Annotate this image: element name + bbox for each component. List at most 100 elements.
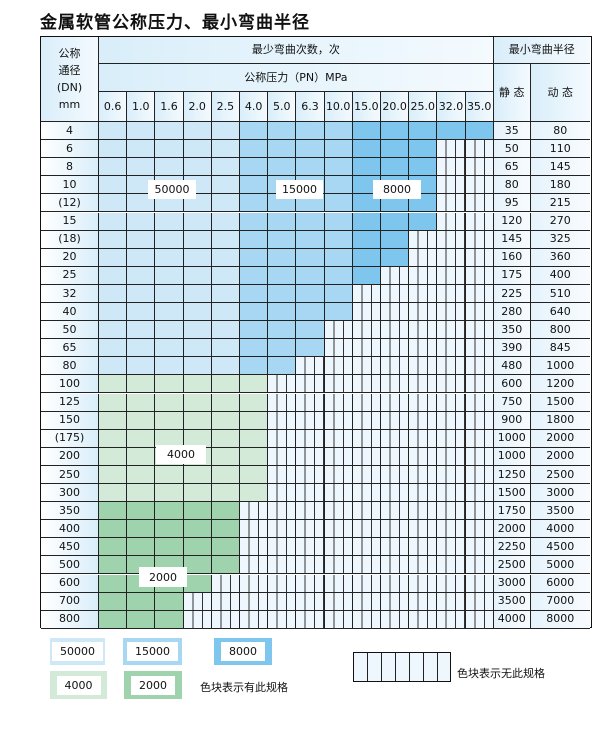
dn-cell: 40 — [41, 303, 99, 322]
unavailable-cell — [437, 411, 466, 430]
available-cell — [183, 502, 212, 521]
available-cell — [240, 194, 269, 213]
available-cell — [127, 122, 156, 141]
unavailable-cell — [437, 484, 466, 503]
unavailable-cell — [409, 339, 438, 358]
unavailable-cell — [409, 520, 438, 539]
unavailable-cell — [437, 393, 466, 412]
dynamic-radius-cell: 845 — [530, 339, 590, 358]
unavailable-cell — [437, 447, 466, 466]
available-cell — [211, 484, 240, 503]
dynamic-radius-cell: 80 — [530, 122, 590, 141]
unavailable-cell — [324, 592, 353, 611]
unavailable-cell — [465, 465, 494, 484]
available-cell — [183, 538, 212, 557]
pressure-col-header: 4.0 — [240, 92, 269, 122]
pressure-col-header: 5.0 — [268, 92, 297, 122]
dn-cell: 200 — [41, 447, 99, 466]
available-cell — [268, 230, 297, 249]
pressure-col-header: 6.3 — [296, 92, 325, 122]
static-radius-cell: 50 — [493, 140, 531, 159]
available-cell — [183, 230, 212, 249]
dn-cell: 250 — [41, 465, 99, 484]
unavailable-cell — [381, 339, 410, 358]
dynamic-radius-cell: 1200 — [530, 375, 590, 394]
available-cell — [296, 321, 325, 340]
unavailable-cell — [465, 393, 494, 412]
available-cell — [127, 393, 156, 412]
static-radius-cell: 390 — [493, 339, 531, 358]
available-cell — [409, 212, 438, 231]
legend-4000: 4000 — [50, 671, 107, 699]
available-cell — [155, 284, 184, 303]
available-cell — [99, 465, 128, 484]
unavailable-cell — [296, 484, 325, 503]
dn-cell: (12) — [41, 194, 99, 213]
unavailable-cell — [437, 339, 466, 358]
dn-cell: 100 — [41, 375, 99, 394]
available-cell — [381, 212, 410, 231]
unavailable-cell — [381, 520, 410, 539]
unavailable-cell — [465, 303, 494, 322]
unavailable-cell — [465, 520, 494, 539]
dynamic-radius-cell: 270 — [530, 212, 590, 231]
unavailable-cell — [324, 393, 353, 412]
pressure-col-header: 2.5 — [211, 92, 240, 122]
unavailable-cell — [381, 556, 410, 575]
available-cell — [211, 502, 240, 521]
available-cell — [155, 321, 184, 340]
available-cell — [352, 140, 381, 159]
available-cell — [99, 230, 128, 249]
unavailable-cell — [240, 520, 269, 539]
unavailable-cell — [437, 158, 466, 177]
available-cell — [296, 140, 325, 159]
available-cell — [268, 284, 297, 303]
available-cell — [268, 122, 297, 141]
unavailable-cell — [296, 538, 325, 557]
dynamic-radius-cell: 6000 — [530, 574, 590, 593]
unavailable-cell — [296, 375, 325, 394]
legend-label: 15000 — [127, 642, 178, 661]
unavailable-cell — [465, 339, 494, 358]
dn-cell: 400 — [41, 520, 99, 539]
unavailable-cell — [352, 303, 381, 322]
unavailable-cell — [409, 411, 438, 430]
unavailable-cell — [465, 592, 494, 611]
static-radius-cell: 2000 — [493, 520, 531, 539]
available-cell — [352, 122, 381, 141]
unavailable-cell — [268, 375, 297, 394]
available-cell — [183, 212, 212, 231]
pressure-col-header: 1.6 — [155, 92, 184, 122]
available-cell — [99, 357, 128, 376]
static-radius-cell: 750 — [493, 393, 531, 412]
unavailable-cell — [409, 230, 438, 249]
unavailable-cell — [409, 574, 438, 593]
dynamic-radius-cell: 2500 — [530, 465, 590, 484]
unavailable-cell — [465, 212, 494, 231]
static-radius-cell: 1000 — [493, 429, 531, 448]
available-cell — [99, 574, 128, 593]
available-cell — [127, 411, 156, 430]
dn-cell: 350 — [41, 502, 99, 521]
available-cell — [155, 484, 184, 503]
unavailable-cell — [324, 339, 353, 358]
unavailable-cell — [296, 393, 325, 412]
static-radius-cell: 4000 — [493, 610, 531, 629]
pressure-col-header: 2.0 — [183, 92, 212, 122]
available-cell — [99, 158, 128, 177]
dn-cell: 500 — [41, 556, 99, 575]
unavailable-cell — [465, 429, 494, 448]
dn-cell: 50 — [41, 321, 99, 340]
unavailable-cell — [268, 447, 297, 466]
static-radius-cell: 900 — [493, 411, 531, 430]
available-cell — [211, 284, 240, 303]
available-cell — [127, 429, 156, 448]
dynamic-radius-cell: 1000 — [530, 357, 590, 376]
legend-unavailable-text: 色块表示无此规格 — [457, 667, 545, 680]
dn-cell: 450 — [41, 538, 99, 557]
unavailable-cell — [409, 429, 438, 448]
dn-cell: 600 — [41, 574, 99, 593]
available-cell — [240, 465, 269, 484]
unavailable-cell — [296, 574, 325, 593]
unavailable-cell — [352, 411, 381, 430]
